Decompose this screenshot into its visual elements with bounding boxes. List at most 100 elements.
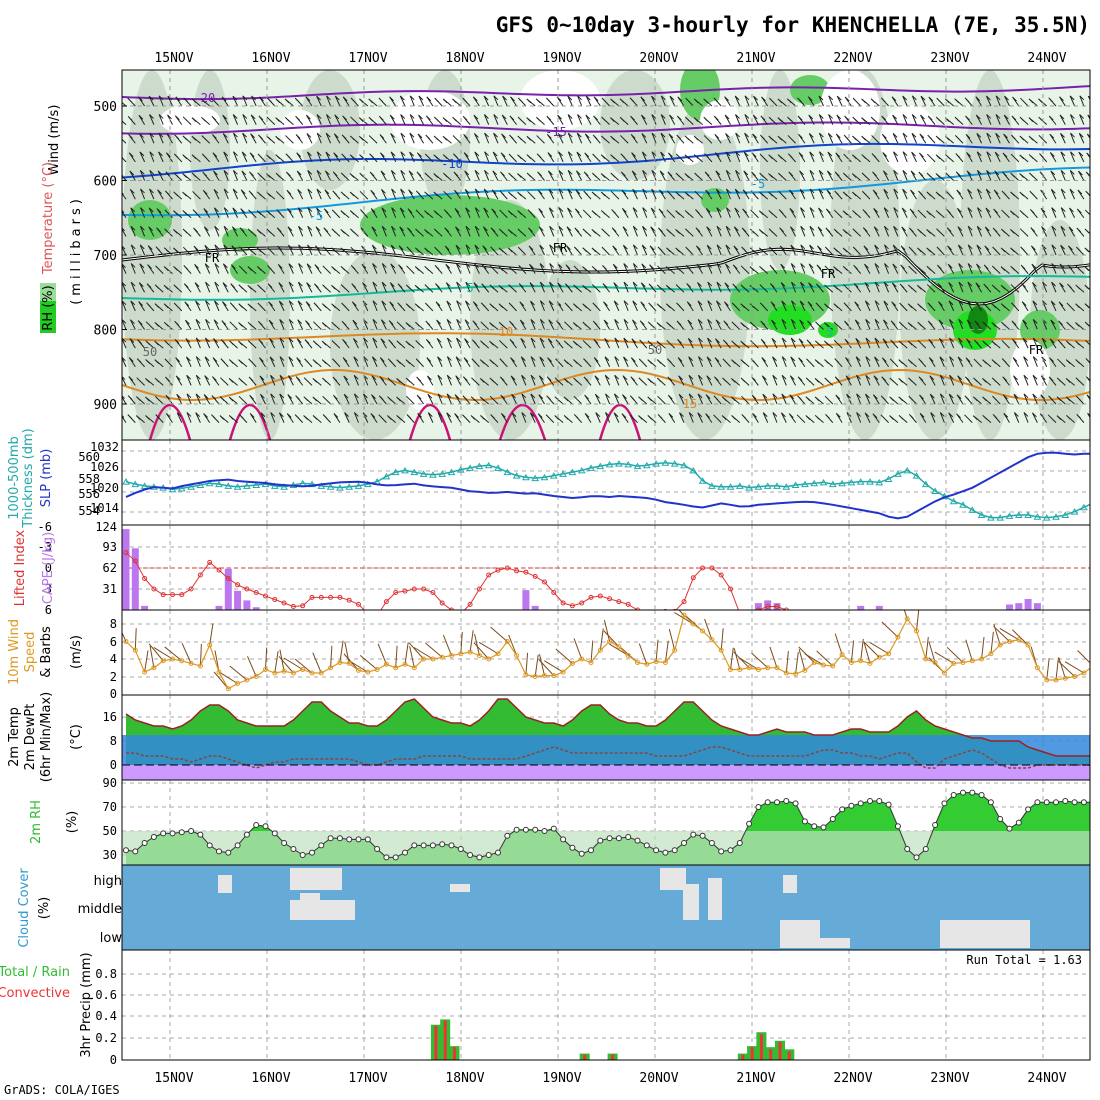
wind-barb [824, 359, 834, 368]
wind-barb [529, 263, 536, 274]
wind-barb [1019, 173, 1029, 181]
wind-barb [640, 282, 648, 293]
wind-barb [721, 396, 731, 405]
surface-wind-barb [538, 659, 555, 676]
wind-barb [1038, 98, 1048, 107]
wind-barb [507, 228, 517, 237]
wind-barb [955, 153, 964, 163]
wind-barb [406, 414, 415, 423]
wind-barb [917, 339, 927, 349]
wind-barb [656, 284, 666, 293]
wind-barb [601, 97, 610, 107]
rh2m-marker [894, 823, 901, 830]
wind-barb [852, 97, 862, 107]
wind-barb [799, 300, 806, 312]
wind-barb [372, 281, 378, 293]
cloud-block [660, 868, 686, 890]
wind-barb [958, 318, 964, 330]
wind-barb [893, 169, 899, 181]
wind-barb [499, 358, 508, 368]
wind-barb [1070, 132, 1076, 144]
wind-barb [620, 171, 629, 181]
wind-barb [862, 209, 871, 219]
wind-barb [641, 133, 648, 144]
wind-barb [416, 376, 424, 386]
wind-barb [1042, 281, 1048, 293]
wind-barb [856, 412, 862, 423]
thickness-marker [615, 460, 623, 467]
wind-barb [1060, 244, 1066, 256]
rh2m-marker [1006, 825, 1013, 832]
wind-barb [436, 319, 443, 330]
wind-barb [986, 114, 992, 125]
wind-barb [730, 377, 741, 386]
wind-barb [790, 318, 797, 330]
wind-barb [490, 414, 499, 423]
wind-barb [853, 264, 862, 274]
wind-barb [676, 134, 685, 144]
wind-barb [975, 114, 983, 125]
li-marker [235, 582, 241, 588]
li-marker [244, 586, 250, 592]
wind-barb [741, 395, 750, 405]
wind-speed-marker [867, 660, 873, 666]
wind-barb [128, 376, 136, 386]
date-label-top: 20NOV [639, 51, 678, 66]
wind10-label-2: Speed [23, 632, 38, 673]
rh2m-marker [476, 854, 483, 861]
wind-barb [127, 97, 136, 107]
wind-barb [684, 210, 694, 219]
wind-barb [231, 245, 239, 256]
wind-speed-marker [662, 660, 668, 665]
wind-barb [751, 394, 759, 405]
thickness-marker [456, 466, 465, 473]
wind-barb [927, 134, 936, 144]
wind-barb [182, 135, 192, 144]
rh-dry-region [700, 100, 740, 140]
wind-barb [455, 375, 462, 386]
thickness-marker [698, 477, 707, 484]
wind-barb [687, 319, 694, 330]
wind-barb [861, 117, 871, 126]
wind-barb [649, 245, 657, 256]
wind-barb [434, 264, 443, 274]
li-marker [523, 569, 529, 575]
wind-barb [707, 281, 713, 293]
wind-barb [1011, 338, 1020, 349]
wind-barb [716, 281, 722, 293]
wind-barb [917, 228, 927, 237]
contour-minus10 [122, 142, 1090, 179]
wind-barb [1021, 282, 1029, 293]
precip-axes: 0.80.60.40.20 [95, 967, 117, 1067]
wind-barb [139, 244, 146, 256]
wind-barb [1058, 301, 1066, 312]
wind-barb [713, 395, 722, 405]
wind-barb [1020, 97, 1029, 107]
wind-barb [592, 284, 601, 293]
wind-barb [918, 152, 927, 163]
wind-barb [558, 225, 564, 237]
wind-speed-marker [1034, 665, 1040, 671]
wind-barb [669, 114, 676, 125]
rh2m-marker [262, 823, 269, 830]
wind-barb [638, 396, 648, 405]
wind-barb [621, 189, 629, 200]
wind-barb [614, 393, 620, 405]
wind-barb [316, 188, 322, 200]
wind-barb [985, 188, 992, 200]
wind-barb [507, 191, 517, 200]
wind-barb [944, 98, 955, 107]
wind-barb [743, 170, 750, 181]
wind-barb [749, 321, 759, 330]
rh2m-marker [1062, 798, 1069, 804]
wind-barb [991, 303, 1001, 312]
wind-barb [1001, 339, 1010, 349]
li-marker [709, 565, 715, 571]
wind-barb [353, 374, 359, 386]
li-marker [337, 594, 343, 600]
li-marker [309, 594, 315, 600]
wind-speed-marker [951, 660, 957, 666]
wind-barb [326, 95, 332, 107]
rh2m-marker [699, 832, 706, 839]
wind-barb [405, 284, 415, 293]
